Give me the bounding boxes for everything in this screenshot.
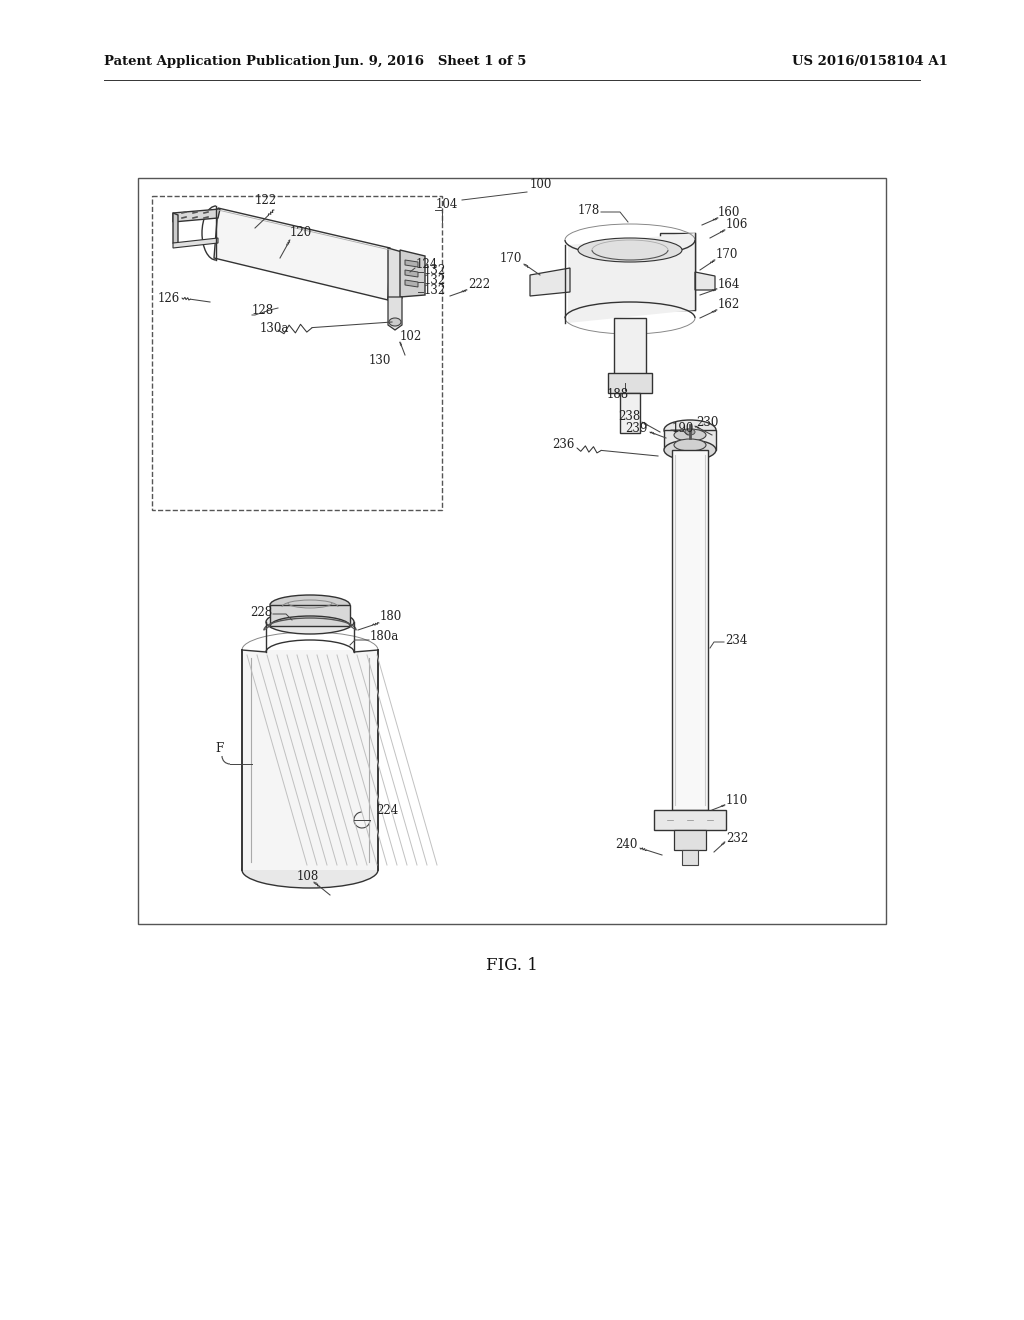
Ellipse shape (664, 420, 716, 440)
Polygon shape (695, 272, 715, 290)
Polygon shape (674, 830, 706, 850)
Ellipse shape (578, 238, 682, 261)
Polygon shape (388, 297, 402, 330)
Text: 162: 162 (718, 298, 740, 312)
Polygon shape (388, 248, 402, 300)
Polygon shape (173, 213, 178, 246)
Polygon shape (400, 249, 425, 297)
Polygon shape (406, 280, 418, 286)
Text: 224: 224 (376, 804, 398, 817)
Bar (138, 178, 886, 924)
Text: 180: 180 (380, 610, 402, 623)
Text: 108: 108 (297, 870, 319, 883)
Polygon shape (270, 605, 350, 626)
Ellipse shape (674, 440, 706, 451)
Text: 122: 122 (255, 194, 278, 206)
Text: 236: 236 (553, 437, 575, 450)
Text: Jun. 9, 2016   Sheet 1 of 5: Jun. 9, 2016 Sheet 1 of 5 (334, 55, 526, 69)
Text: US 2016/0158104 A1: US 2016/0158104 A1 (792, 55, 948, 69)
Text: 232: 232 (726, 832, 749, 845)
Ellipse shape (270, 595, 350, 615)
Ellipse shape (242, 851, 378, 888)
Text: 104: 104 (436, 198, 459, 211)
Ellipse shape (266, 610, 354, 634)
Polygon shape (682, 850, 698, 865)
Text: 126: 126 (158, 292, 180, 305)
Text: 239: 239 (626, 421, 648, 434)
Text: 240: 240 (615, 837, 638, 850)
Text: 238: 238 (617, 409, 640, 422)
Polygon shape (654, 810, 726, 830)
Polygon shape (173, 238, 218, 248)
Text: F: F (216, 742, 224, 755)
Polygon shape (608, 374, 652, 393)
Text: 110: 110 (726, 793, 749, 807)
Text: 188: 188 (607, 388, 629, 401)
Text: 128: 128 (252, 304, 274, 317)
Polygon shape (620, 393, 640, 433)
Text: 164: 164 (718, 277, 740, 290)
Polygon shape (406, 271, 418, 277)
Polygon shape (173, 209, 220, 222)
Polygon shape (672, 450, 708, 810)
Ellipse shape (389, 318, 401, 326)
Polygon shape (530, 268, 570, 296)
Text: 230: 230 (696, 416, 719, 429)
Text: 180a: 180a (370, 630, 399, 643)
Polygon shape (406, 260, 418, 267)
Text: 120: 120 (290, 226, 312, 239)
Text: 132: 132 (424, 273, 446, 286)
Text: 130a: 130a (260, 322, 290, 334)
Text: 190: 190 (672, 421, 694, 434)
Text: 124: 124 (416, 257, 438, 271)
Text: 100: 100 (530, 178, 552, 191)
Ellipse shape (664, 440, 716, 459)
Text: 170: 170 (716, 248, 738, 261)
Text: 160: 160 (718, 206, 740, 219)
Polygon shape (660, 234, 695, 310)
Text: FIG. 1: FIG. 1 (486, 957, 538, 974)
Polygon shape (568, 234, 695, 323)
Text: 102: 102 (400, 330, 422, 342)
Ellipse shape (685, 429, 695, 436)
Text: 130: 130 (369, 354, 391, 367)
Text: 178: 178 (578, 203, 600, 216)
Text: Patent Application Publication: Patent Application Publication (104, 55, 331, 69)
Text: 170: 170 (500, 252, 522, 264)
Polygon shape (614, 318, 646, 378)
Text: 132: 132 (424, 264, 446, 276)
Ellipse shape (674, 429, 706, 441)
Polygon shape (664, 430, 716, 450)
Text: 222: 222 (468, 277, 490, 290)
Polygon shape (214, 209, 390, 300)
Bar (152, 195, 442, 510)
Text: 106: 106 (726, 218, 749, 231)
Text: 132: 132 (424, 284, 446, 297)
Bar (242, 649, 378, 870)
Text: 228: 228 (250, 606, 272, 619)
Text: 234: 234 (725, 634, 748, 647)
